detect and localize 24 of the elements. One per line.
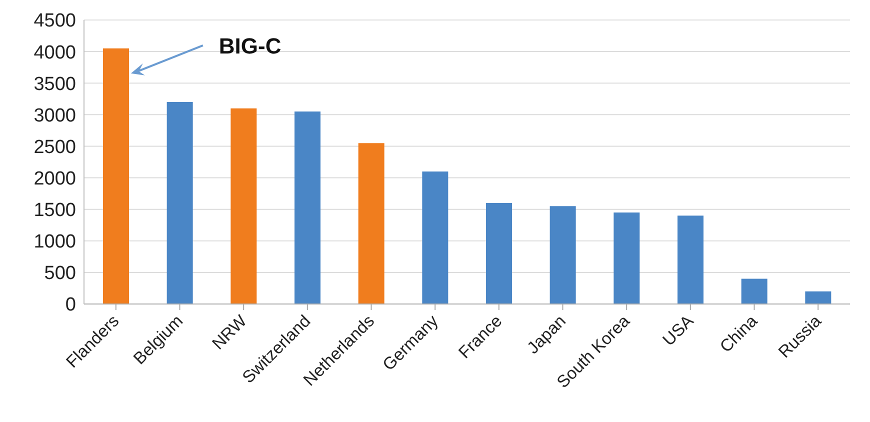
y-tick-label: 500 bbox=[44, 263, 76, 284]
bar bbox=[422, 171, 448, 304]
y-tick-label: 1500 bbox=[34, 200, 76, 222]
x-tick-label: USA bbox=[659, 310, 698, 350]
bar bbox=[230, 108, 257, 304]
bar bbox=[741, 278, 768, 304]
y-tick-label: 1000 bbox=[34, 232, 76, 253]
y-tick-label: 3000 bbox=[34, 105, 76, 126]
bar bbox=[294, 112, 320, 304]
bar bbox=[103, 48, 129, 304]
y-tick-label: 4000 bbox=[34, 42, 76, 64]
y-tick-label: 3500 bbox=[34, 74, 76, 95]
bar bbox=[678, 216, 704, 304]
bar bbox=[166, 102, 193, 304]
bar bbox=[486, 203, 512, 304]
bar bbox=[358, 143, 384, 304]
y-tick-label: 2000 bbox=[34, 168, 76, 190]
annotation: BIG-C bbox=[218, 33, 282, 58]
y-tick-label: 2500 bbox=[34, 136, 76, 158]
y-tick-label: 4500 bbox=[34, 10, 76, 32]
bar bbox=[805, 291, 832, 304]
bar bbox=[614, 212, 640, 304]
y-tick-label: 0 bbox=[65, 294, 76, 316]
bar bbox=[550, 206, 576, 304]
